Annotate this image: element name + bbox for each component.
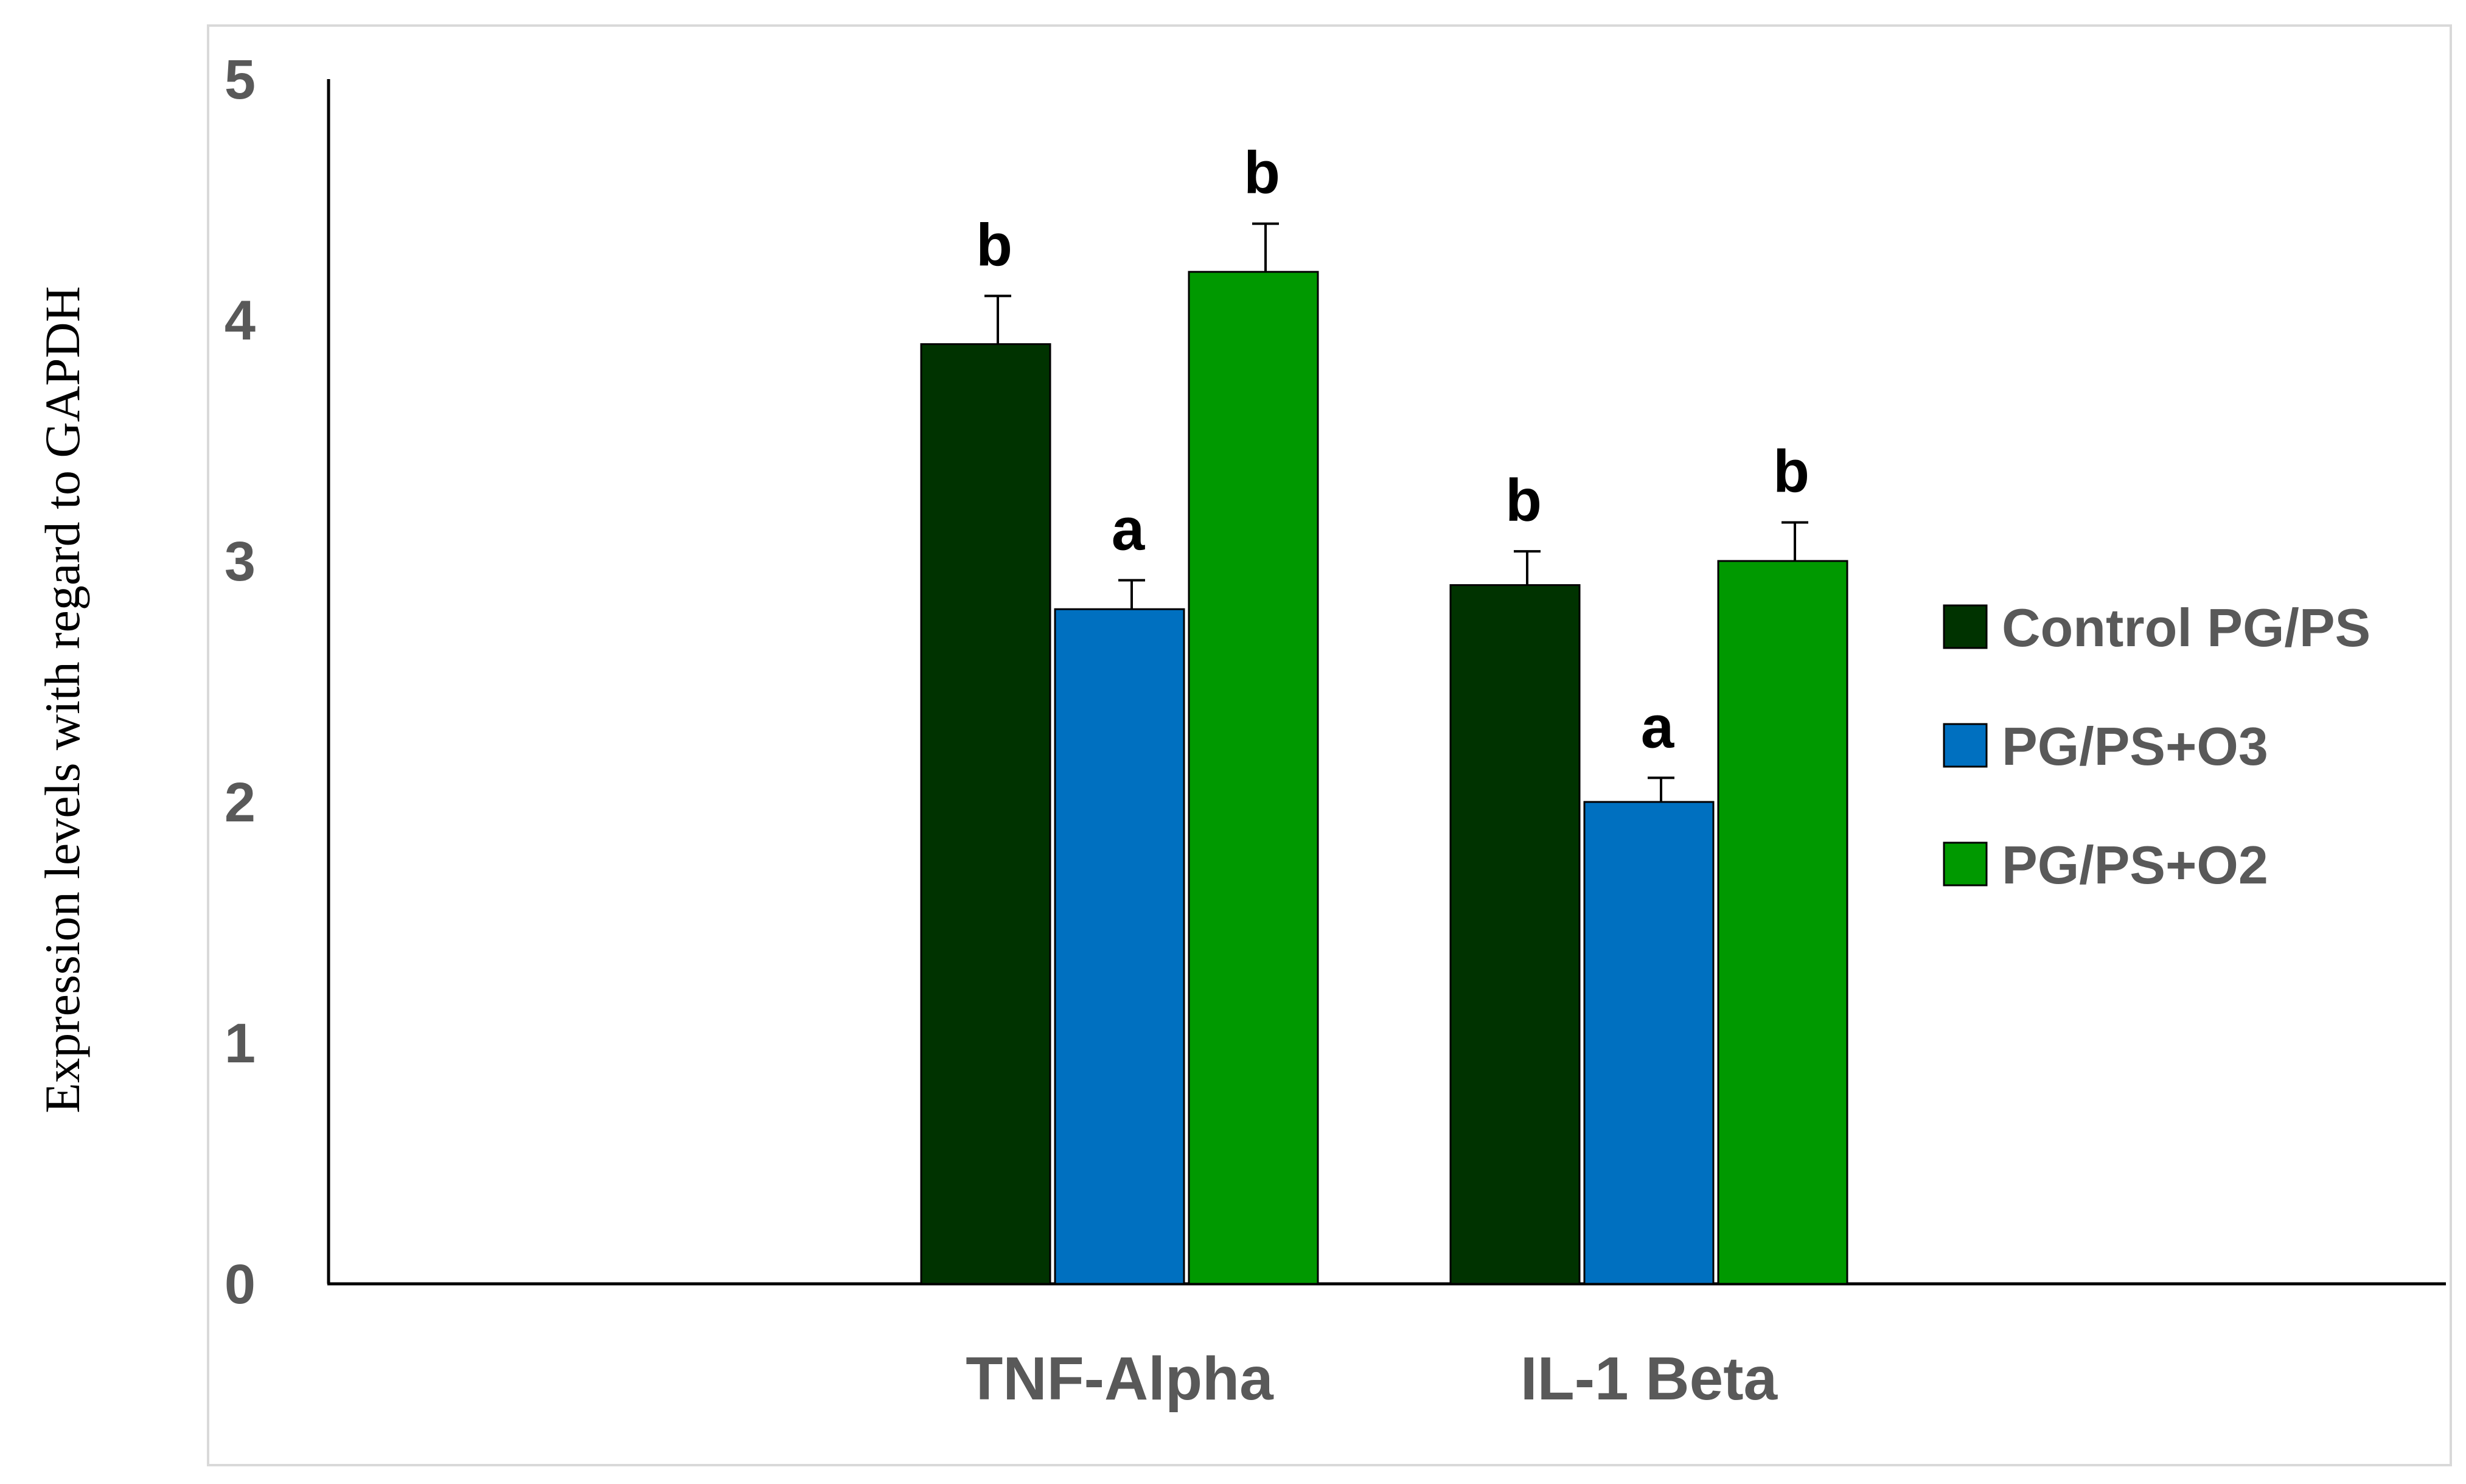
legend-label-0: Control PG/PS [2002,597,2370,658]
legend: Control PG/PS PG/PS+O3 PG/PS+O2 [1943,597,2370,895]
significance-label-1-0: b [1505,467,1542,534]
significance-label-0-0: b [976,211,1012,278]
bar-il-1-beta-series-0 [1449,584,1581,1285]
bar-tnf-alpha-series-0 [920,343,1051,1285]
bars: b a b b a b [920,139,1848,1285]
bar-il-1-beta-series-1 [1583,801,1715,1285]
significance-label-0-1: a [1112,496,1146,563]
bar-tnf-alpha-series-2 [1188,271,1319,1285]
y-tick-label-4: 4 [225,290,256,352]
y-axis-label: Expression levels with regard to GAPDH [35,286,90,1113]
significance-label-0-2: b [1244,139,1280,206]
category-label-1: IL-1 Beta [1520,1345,1778,1413]
significance-label-1-1: a [1641,693,1675,760]
legend-label-1: PG/PS+O3 [2002,716,2268,776]
y-tick-label-3: 3 [225,531,256,593]
category-label-0: TNF-Alpha [966,1345,1274,1413]
y-tick-label-1: 1 [225,1012,256,1075]
y-tick-label-2: 2 [225,772,256,834]
y-tick-labels: 0 1 2 3 4 5 [225,49,256,1315]
legend-swatch-2 [1943,841,1988,887]
bar-tnf-alpha-series-1 [1054,608,1185,1285]
chart-frame [207,24,2452,1466]
legend-swatch-1 [1943,723,1988,768]
legend-swatch-0 [1943,604,1988,649]
category-labels: TNF-Alpha IL-1 Beta [966,1345,1778,1413]
y-tick-label-0: 0 [225,1253,256,1315]
legend-label-2: PG/PS+O2 [2002,835,2268,895]
y-tick-label-5: 5 [225,49,256,111]
bar-il-1-beta-series-2 [1717,560,1848,1285]
significance-label-1-2: b [1773,438,1809,505]
